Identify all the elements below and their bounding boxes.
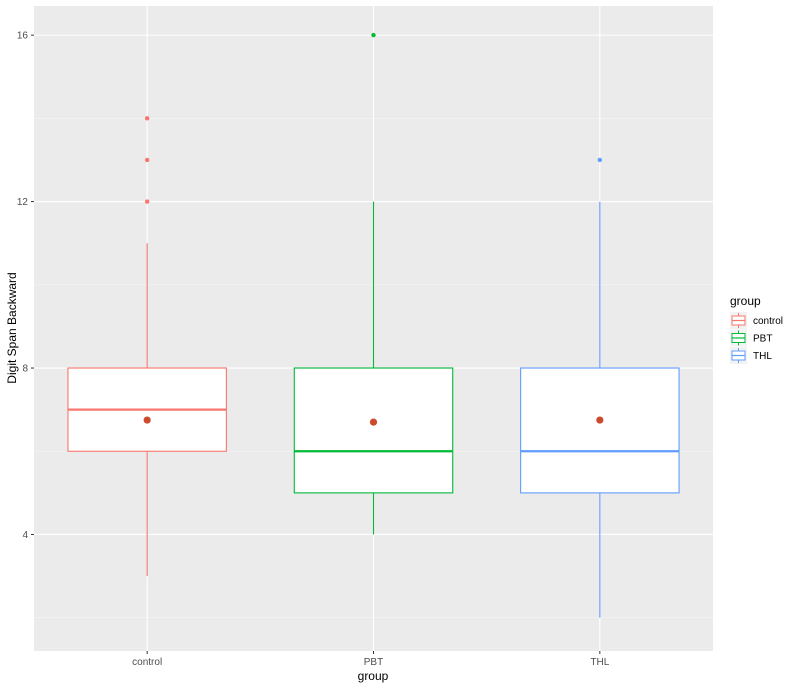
y-tick-label: 8 — [22, 364, 28, 375]
y-tick-label: 16 — [17, 31, 29, 42]
legend-label: THL — [753, 351, 772, 362]
x-tick-label: THL — [590, 657, 609, 668]
box-pbt — [293, 32, 454, 535]
legend-key-pbt: PBT — [730, 329, 772, 347]
y-axis-title: Digit Span Backward — [5, 272, 19, 383]
x-tick-label: control — [132, 657, 162, 668]
legend: group control PBT THL — [730, 294, 783, 364]
legend-key-control: control — [730, 312, 783, 329]
x-axis-title: group — [358, 669, 389, 683]
x-axis-ticks: control PBT THL — [132, 651, 610, 668]
outlier-point — [597, 157, 603, 163]
mean-point — [143, 416, 151, 424]
box-control — [67, 116, 227, 577]
outlier-point — [144, 116, 150, 121]
y-tick-label: 4 — [22, 530, 28, 541]
legend-key-thl: THL — [730, 347, 772, 364]
outlier-point — [371, 32, 376, 38]
box-iqr — [520, 367, 680, 494]
box-series — [67, 32, 680, 618]
legend-title: group — [730, 294, 761, 308]
box-iqr — [293, 367, 454, 494]
legend-label: control — [753, 316, 783, 327]
legend-label: PBT — [753, 334, 772, 345]
mean-point — [596, 416, 604, 424]
y-tick-label: 12 — [17, 197, 29, 208]
x-tick-label: PBT — [364, 657, 383, 668]
outlier-point — [144, 157, 150, 163]
box-thl — [520, 157, 680, 618]
mean-point — [369, 418, 378, 426]
outlier-point — [144, 199, 150, 204]
y-axis-ticks: 4 8 12 16 — [17, 31, 34, 541]
